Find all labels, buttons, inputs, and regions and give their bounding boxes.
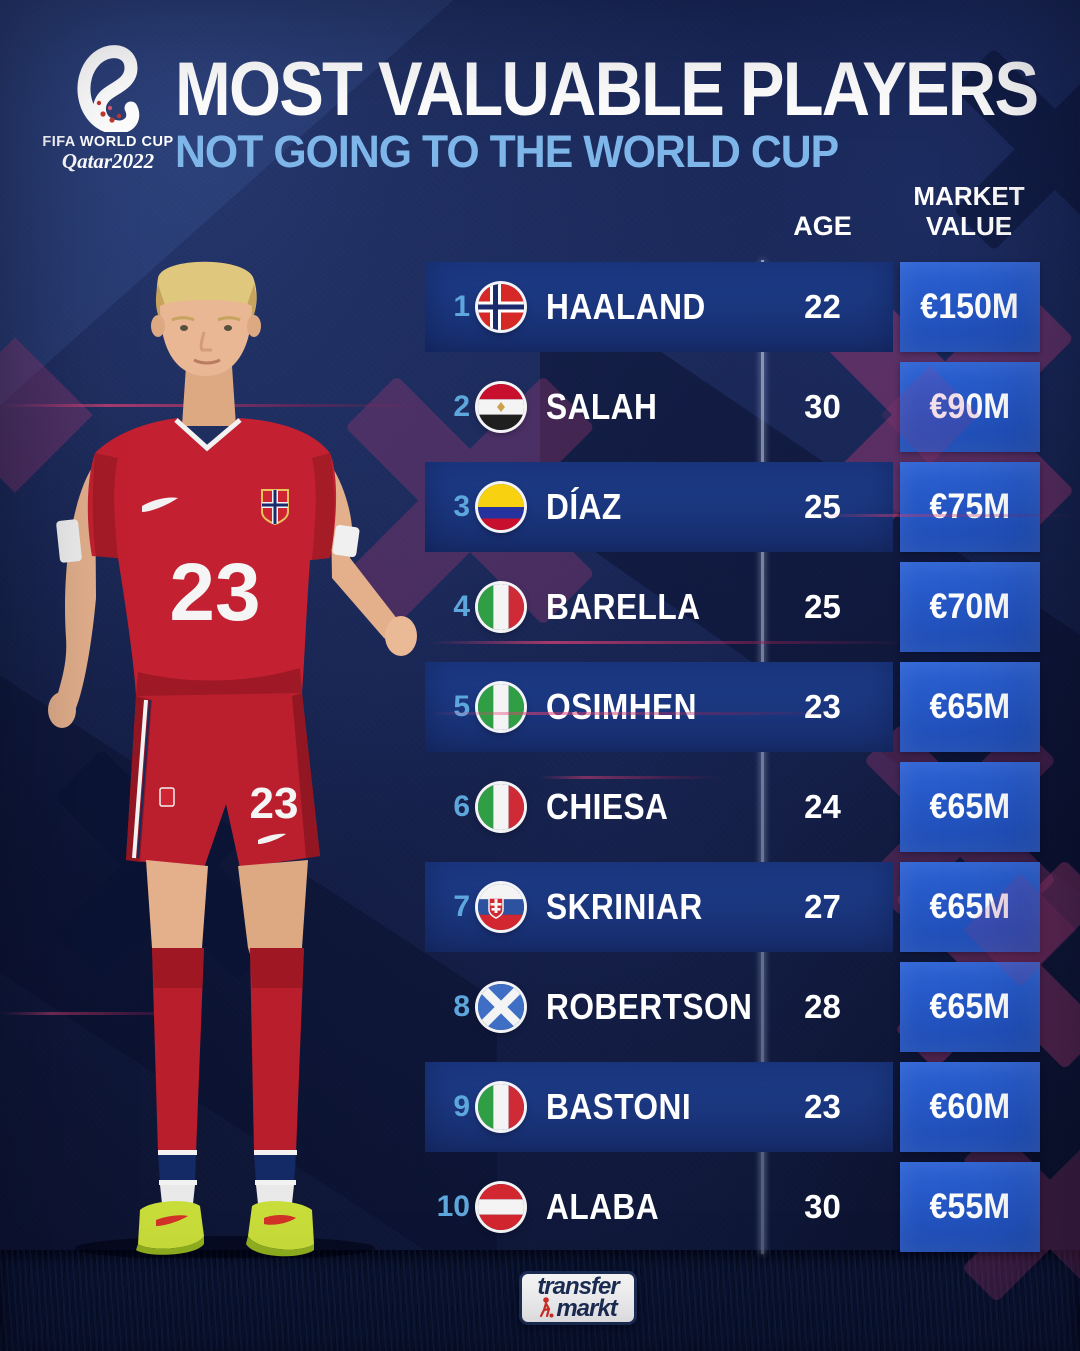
player-name: ALABA <box>546 1186 660 1227</box>
player-age: 25 <box>804 588 841 625</box>
player-name: CHIESA <box>546 786 669 827</box>
player-age: 27 <box>804 888 841 925</box>
flag-italy-icon <box>478 584 524 630</box>
rank-number: 1 <box>453 290 470 323</box>
fifa-world-cup-logo: FIFA WORLD CUP Qatar2022 <box>36 40 180 174</box>
transfermarkt-kicker-icon <box>540 1297 554 1318</box>
market-value-cell: €65M <box>900 662 1040 752</box>
player-name: HAALAND <box>546 286 706 327</box>
flag-italy-icon <box>478 784 524 830</box>
table-row-díaz: 3 DÍAZ 25 €75M <box>0 457 1080 557</box>
player-age: 30 <box>804 388 841 425</box>
svg-text:23: 23 <box>250 779 299 828</box>
page-subtitle: NOT GOING TO THE WORLD CUP <box>175 126 839 177</box>
market-value-cell: €65M <box>900 762 1040 852</box>
table-row-bastoni: 9 BASTONI 23 €60M <box>0 1057 1080 1157</box>
market-value: €150M <box>920 287 1020 326</box>
player-age: 30 <box>804 1188 841 1225</box>
scratch-line <box>540 776 720 779</box>
market-value: €60M <box>929 1087 1011 1126</box>
flag-italy-icon <box>478 1084 524 1130</box>
player-name: SALAH <box>546 386 658 427</box>
column-divider <box>761 260 764 1254</box>
table-row-haaland: 1 HAALAND 22 €150M <box>0 257 1080 357</box>
table-row-barella: 4 BARELLA 25 €70M <box>0 557 1080 657</box>
scratch-line <box>820 514 1080 517</box>
player-age: 23 <box>804 1088 841 1125</box>
market-value: €65M <box>929 787 1011 826</box>
market-value-cell: €60M <box>900 1062 1040 1152</box>
rank-number: 3 <box>453 490 470 523</box>
player-age: 22 <box>804 288 841 325</box>
rank-number: 6 <box>453 790 470 823</box>
qatar-2022-text: Qatar2022 <box>61 149 155 173</box>
market-value: €65M <box>929 987 1011 1026</box>
flag-norway-icon <box>478 284 524 330</box>
table-row-robertson: 8 ROBERTSON 28 €65M <box>0 957 1080 1057</box>
market-value-cell: €65M <box>900 962 1040 1052</box>
table-row-salah: 2 SALAH 30 €90M <box>0 357 1080 457</box>
transfermarkt-text-top: transfer <box>537 1273 619 1300</box>
market-value: €65M <box>929 687 1011 726</box>
flag-austria-icon <box>478 1184 524 1230</box>
fifa-logo-text: FIFA WORLD CUP <box>42 134 174 150</box>
player-name: BASTONI <box>546 1086 692 1127</box>
flag-slovakia-icon <box>478 884 524 930</box>
scratch-line <box>430 712 840 715</box>
market-value-cell: €150M <box>900 262 1040 352</box>
market-value-cell: €75M <box>900 462 1040 552</box>
flag-nigeria-icon <box>478 684 524 730</box>
scratch-line <box>0 1012 200 1015</box>
scratch-line <box>430 641 910 644</box>
player-name: OSIMHEN <box>546 686 697 727</box>
market-value: €65M <box>929 887 1011 926</box>
flag-egypt-icon <box>478 384 524 430</box>
transfermarkt-logo: transfer markt <box>519 1271 637 1325</box>
player-name: ROBERTSON <box>546 986 753 1027</box>
table-row-chiesa: 6 CHIESA 24 €65M <box>0 757 1080 857</box>
column-header-age: AGE <box>793 211 852 241</box>
flag-scotland-icon <box>478 984 524 1030</box>
rank-number: 9 <box>453 1090 470 1123</box>
market-value: €55M <box>929 1187 1011 1226</box>
table-row-skriniar: 7 SKRINIAR 27 €65M <box>0 857 1080 957</box>
market-value: €75M <box>929 487 1011 526</box>
market-value-cell: €70M <box>900 562 1040 652</box>
market-value-cell: €55M <box>900 1162 1040 1252</box>
svg-text:23: 23 <box>169 547 260 638</box>
market-value: €90M <box>929 387 1011 426</box>
flag-colombia-icon <box>478 484 524 530</box>
player-age: 24 <box>804 788 841 825</box>
transfermarkt-text-bottom: markt <box>556 1294 617 1322</box>
rank-number: 2 <box>453 390 470 423</box>
player-name: SKRINIAR <box>546 886 703 927</box>
player-age: 28 <box>804 988 841 1025</box>
rank-number: 8 <box>453 990 470 1023</box>
player-age: 23 <box>804 688 841 725</box>
table-row-osimhen: 5 OSIMHEN 23 €65M <box>0 657 1080 757</box>
player-photo: 23 23 <box>48 261 417 1258</box>
rank-number: 4 <box>453 590 470 623</box>
rank-number: 10 <box>436 1190 470 1223</box>
player-name: DÍAZ <box>546 486 622 527</box>
fifa-emblem-icon <box>77 45 140 132</box>
player-age: 25 <box>804 488 841 525</box>
market-value-cell: €90M <box>900 362 1040 452</box>
market-value-cell: €65M <box>900 862 1040 952</box>
column-header-market-value: MARKET VALUE <box>913 181 1025 241</box>
rank-number: 7 <box>453 890 470 923</box>
page-title: MOST VALUABLE PLAYERS <box>175 47 1039 132</box>
table-row-alaba: 10 ALABA 30 €55M <box>0 1157 1080 1257</box>
market-value: €70M <box>929 587 1011 626</box>
player-name: BARELLA <box>546 586 701 627</box>
